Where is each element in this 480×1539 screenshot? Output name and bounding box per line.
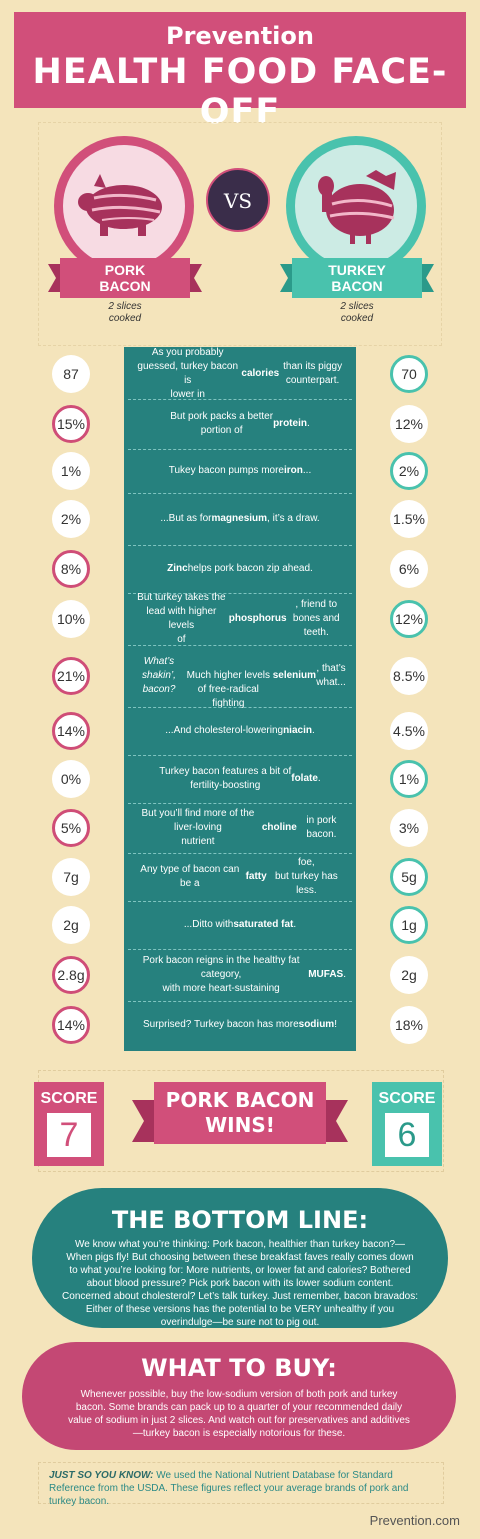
comparison-row-text: Surprised? Turkey bacon has more sodium! bbox=[143, 1019, 337, 1030]
row-divider bbox=[128, 803, 352, 804]
comparison-row-text: But pork packs a better portion of protei… bbox=[170, 411, 310, 436]
comparison-row-text: ...Ditto with saturated fat. bbox=[183, 919, 297, 930]
brand-logo: Prevention bbox=[166, 22, 314, 50]
pork-value: 21% bbox=[52, 657, 90, 695]
row-divider bbox=[128, 399, 352, 400]
row-divider bbox=[128, 1001, 352, 1002]
pork-bacon-label-line2: BACON bbox=[99, 278, 151, 294]
pork-value: 1% bbox=[52, 452, 90, 490]
pork-bacon-circle bbox=[54, 136, 194, 276]
pork-value: 7g bbox=[52, 858, 90, 896]
turkey-value: 5g bbox=[390, 858, 428, 896]
comparison-row-text: ...And cholesterol-lowering niacin. bbox=[165, 725, 315, 736]
turkey-value: 1g bbox=[390, 906, 428, 944]
pork-bacon-banner: PORK BACON bbox=[48, 258, 202, 298]
turkey-bacon-label-line1: TURKEY bbox=[328, 262, 386, 278]
pig-icon bbox=[78, 174, 162, 236]
source-note: JUST SO YOU KNOW: We used the National N… bbox=[38, 1462, 444, 1507]
turkey-value: 2% bbox=[390, 452, 428, 490]
row-divider bbox=[128, 949, 352, 950]
comparison-row-text: ...But as for magnesium, it’s a draw. bbox=[160, 513, 320, 524]
row-divider bbox=[128, 449, 352, 450]
comparison-row-text: But turkey takes the lead with higher le… bbox=[137, 592, 340, 645]
turkey-bacon-label-line2: BACON bbox=[331, 278, 383, 294]
turkey-value: 12% bbox=[390, 405, 428, 443]
pork-value: 15% bbox=[52, 405, 90, 443]
turkey-value: 12% bbox=[390, 600, 428, 638]
turkey-bacon-banner: TURKEY BACON bbox=[280, 258, 434, 298]
winner-line1: PORK BACON bbox=[165, 1088, 315, 1112]
row-divider bbox=[128, 755, 352, 756]
turkey-score-value: 6 bbox=[385, 1113, 429, 1157]
note-label: JUST SO YOU KNOW: bbox=[49, 1470, 154, 1481]
pork-value: 2.8g bbox=[52, 956, 90, 994]
turkey-value: 18% bbox=[390, 1006, 428, 1044]
turkey-value: 3% bbox=[390, 809, 428, 847]
turkey-value: 4.5% bbox=[390, 712, 428, 750]
pork-value: 87 bbox=[52, 355, 90, 393]
comparison-row-text: Tukey bacon pumps more iron... bbox=[168, 465, 312, 476]
comparison-row-text: Turkey bacon features a bit of fertility-… bbox=[159, 766, 321, 791]
pork-value: 14% bbox=[52, 1006, 90, 1044]
turkey-icon bbox=[318, 170, 396, 244]
row-divider bbox=[128, 707, 352, 708]
pork-score: SCORE 7 bbox=[34, 1082, 104, 1166]
bottom-line-text: We know what you’re thinking: Pork bacon… bbox=[62, 1239, 418, 1328]
pork-value: 2g bbox=[52, 906, 90, 944]
comparison-row-text: What’s shakin’, bacon? Much higher levels… bbox=[142, 656, 346, 709]
contenders-box bbox=[38, 122, 442, 346]
footer-url[interactable]: Prevention.com bbox=[369, 1513, 460, 1528]
turkey-value: 6% bbox=[390, 550, 428, 588]
pork-value: 10% bbox=[52, 600, 90, 638]
pork-value: 0% bbox=[52, 760, 90, 798]
comparison-row-text: Any type of bacon can be a fatty foe, but… bbox=[140, 857, 338, 896]
pork-value: 8% bbox=[52, 550, 90, 588]
row-divider bbox=[128, 853, 352, 854]
pork-score-label: SCORE bbox=[40, 1090, 98, 1107]
comparison-row-text: Zinc helps pork bacon zip ahead. bbox=[167, 563, 313, 574]
vs-badge: VS bbox=[206, 168, 270, 232]
turkey-serving: 2 slices cooked bbox=[340, 301, 374, 324]
bottom-line-section: THE BOTTOM LINE: We know what you’re thi… bbox=[32, 1188, 448, 1328]
note-text: We used the National Nutrient Database f… bbox=[49, 1470, 409, 1507]
pork-value: 2% bbox=[52, 500, 90, 538]
comparison-row-text: Pork bacon reigns in the healthy fat cat… bbox=[142, 955, 346, 994]
turkey-value: 70 bbox=[390, 355, 428, 393]
winner-line2: WINS! bbox=[205, 1113, 275, 1137]
what-to-buy-title: WHAT TO BUY: bbox=[141, 1354, 337, 1382]
turkey-value: 2g bbox=[390, 956, 428, 994]
header-banner: Prevention HEALTH FOOD FACE-OFF bbox=[14, 12, 466, 132]
comparison-row-text: As you probably guessed, turkey bacon is… bbox=[137, 347, 343, 400]
row-divider bbox=[128, 901, 352, 902]
turkey-value: 8.5% bbox=[390, 657, 428, 695]
bottom-line-title: THE BOTTOM LINE: bbox=[111, 1206, 369, 1234]
pork-value: 5% bbox=[52, 809, 90, 847]
row-divider bbox=[128, 645, 352, 646]
pork-serving: 2 slices cooked bbox=[108, 301, 142, 324]
winner-banner: PORK BACON WINS! bbox=[132, 1082, 348, 1152]
what-to-buy-text: Whenever possible, buy the low-sodium ve… bbox=[68, 1389, 410, 1439]
what-to-buy-section: WHAT TO BUY: Whenever possible, buy the … bbox=[22, 1342, 456, 1450]
row-divider bbox=[128, 545, 352, 546]
turkey-value: 1% bbox=[390, 760, 428, 798]
pork-score-value: 7 bbox=[47, 1113, 91, 1157]
turkey-value: 1.5% bbox=[390, 500, 428, 538]
row-divider bbox=[128, 493, 352, 494]
page-title: HEALTH FOOD FACE-OFF bbox=[32, 52, 448, 132]
turkey-score-label: SCORE bbox=[378, 1090, 436, 1107]
comparison-row-text: But you’ll find more of the liver-loving… bbox=[141, 808, 337, 847]
pork-value: 14% bbox=[52, 712, 90, 750]
pork-bacon-label-line1: PORK bbox=[104, 262, 146, 278]
row-divider bbox=[128, 593, 352, 594]
turkey-bacon-circle bbox=[286, 136, 426, 276]
turkey-score: SCORE 6 bbox=[372, 1082, 442, 1166]
comparison-panel: As you probably guessed, turkey bacon is… bbox=[124, 347, 356, 1051]
